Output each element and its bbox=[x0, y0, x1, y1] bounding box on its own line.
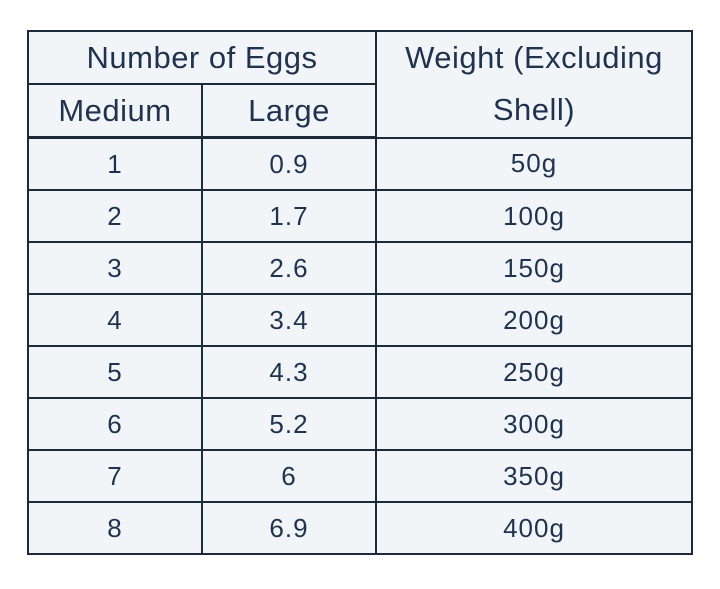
egg-table: Number of Eggs Weight (Excluding Shell) … bbox=[27, 30, 693, 555]
table-row: 8 6.9 400g bbox=[27, 501, 693, 555]
table-cell: 8 bbox=[27, 501, 203, 555]
table-cell: 4 bbox=[27, 293, 203, 347]
table-cell: 300g bbox=[375, 397, 693, 451]
table-cell: 7 bbox=[27, 449, 203, 503]
table-cell: 6 bbox=[201, 449, 377, 503]
column-header: Medium bbox=[27, 83, 203, 139]
table-cell: 50g bbox=[375, 136, 693, 191]
table-cell: 6 bbox=[27, 397, 203, 451]
table-row: 3 2.6 150g bbox=[27, 241, 693, 295]
table-cell: 0.9 bbox=[201, 136, 377, 191]
table-row: 6 5.2 300g bbox=[27, 397, 693, 451]
table-row: 2 1.7 100g bbox=[27, 189, 693, 243]
weight-header: Weight (Excluding Shell) bbox=[375, 30, 693, 139]
column-header: Large bbox=[201, 83, 377, 139]
table-header: Number of Eggs Weight (Excluding Shell) … bbox=[27, 30, 693, 139]
table-cell: 2.6 bbox=[201, 241, 377, 295]
table-cell: 150g bbox=[375, 241, 693, 295]
table-row: 5 4.3 250g bbox=[27, 345, 693, 399]
table-cell: 200g bbox=[375, 293, 693, 347]
table-cell: 350g bbox=[375, 449, 693, 503]
table-cell: 100g bbox=[375, 189, 693, 243]
table-row: 1 0.9 50g bbox=[27, 136, 693, 191]
table-cell: 400g bbox=[375, 501, 693, 555]
table-cell: 3.4 bbox=[201, 293, 377, 347]
group-header: Number of Eggs bbox=[27, 30, 377, 85]
table-row: 7 6 350g bbox=[27, 449, 693, 503]
table-row: 4 3.4 200g bbox=[27, 293, 693, 347]
table-body: 1 0.9 50g 2 1.7 100g 3 2.6 150g 4 3.4 200g 5 4.3 250g 6… bbox=[27, 136, 693, 555]
table-cell: 6.9 bbox=[201, 501, 377, 555]
table-cell: 1 bbox=[27, 136, 203, 191]
table-cell: 1.7 bbox=[201, 189, 377, 243]
table-cell: 5.2 bbox=[201, 397, 377, 451]
table-cell: 3 bbox=[27, 241, 203, 295]
table-cell: 5 bbox=[27, 345, 203, 399]
table-cell: 250g bbox=[375, 345, 693, 399]
table-cell: 4.3 bbox=[201, 345, 377, 399]
table-cell: 2 bbox=[27, 189, 203, 243]
